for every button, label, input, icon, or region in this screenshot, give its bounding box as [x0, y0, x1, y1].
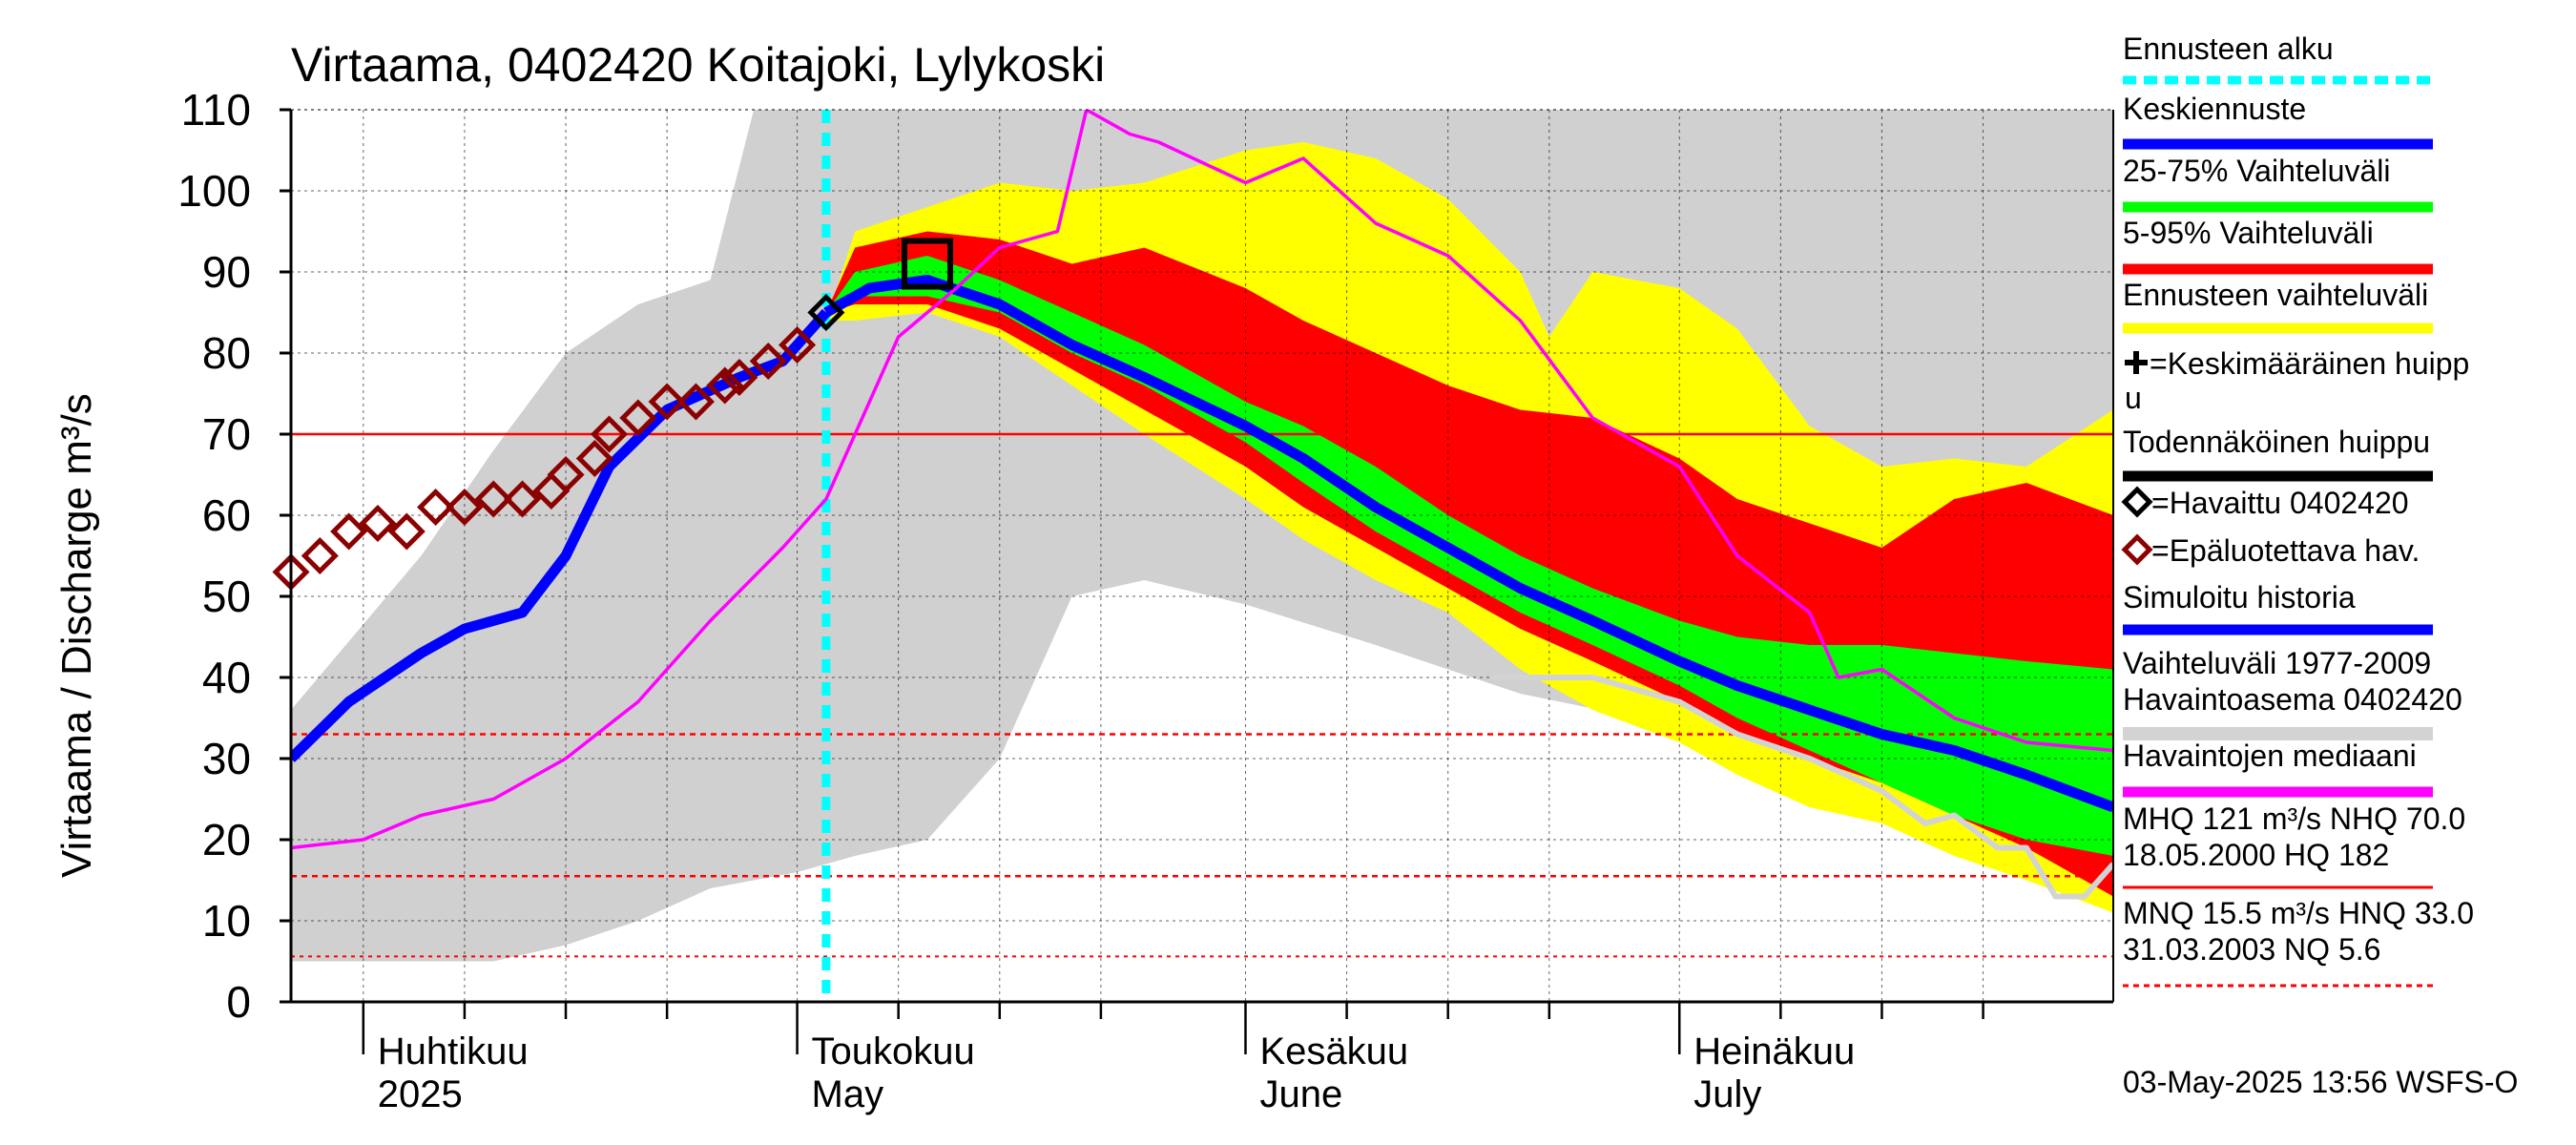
series-line — [291, 110, 2113, 850]
legend-label-line2: 31.03.2003 NQ 5.6 — [2123, 932, 2380, 967]
legend-label: =Epäluotettava hav. — [2151, 533, 2420, 568]
diamond-marker — [301, 536, 339, 575]
series-line — [1491, 675, 2113, 900]
month-label-fi: Heinäkuu — [1693, 1030, 1855, 1072]
legend-label: Keskiennuste — [2123, 92, 2306, 126]
diamond-marker — [807, 293, 845, 332]
y-axis-label: Virtaama / Discharge m³/s — [53, 393, 100, 878]
month-label-en: 2025 — [378, 1073, 463, 1115]
diamond-marker — [590, 415, 629, 453]
y-tick-label: 10 — [202, 896, 251, 946]
chart-title: Virtaama, 0402420 Koitajoki, Lylykoski — [291, 38, 1105, 92]
y-tick-label: 0 — [226, 977, 251, 1027]
y-tick-label: 90 — [202, 247, 251, 297]
legend-label: Ennusteen alku — [2123, 31, 2334, 66]
y-tick-label: 60 — [202, 490, 251, 540]
diamond-marker — [749, 342, 787, 381]
legend-label: 5-95% Vaihteluväli — [2123, 216, 2374, 250]
legend-label: =Havaittu 0402420 — [2151, 486, 2409, 520]
y-tick-label: 50 — [202, 572, 251, 621]
y-tick-label: 80 — [202, 328, 251, 378]
diamond-marker — [706, 366, 744, 405]
diamond-marker — [330, 512, 368, 551]
legend-label-line2: Havaintoasema 0402420 — [2123, 682, 2462, 717]
diamond-marker — [619, 399, 657, 437]
diamond-marker — [575, 439, 613, 478]
diamond-marker — [474, 480, 512, 518]
diamond-marker — [387, 512, 426, 551]
series-line — [291, 308, 831, 762]
diamond-marker — [779, 325, 817, 364]
legend-label-line2: 18.05.2000 HQ 182 — [2123, 838, 2389, 872]
y-tick-label: 100 — [177, 166, 251, 216]
legend-label: MNQ 15.5 m³/s HNQ 33.0 — [2123, 896, 2474, 930]
month-label-en: May — [812, 1073, 884, 1115]
legend-label: Ennusteen vaihteluväli — [2123, 278, 2428, 312]
diamond-marker — [648, 383, 686, 421]
series-lines — [291, 110, 2113, 1002]
diamond-marker — [720, 358, 758, 397]
legend-label: 25-75% Vaihteluväli — [2123, 154, 2390, 188]
y-tick-label: 110 — [181, 85, 251, 135]
y-tick-label: 40 — [202, 653, 251, 702]
month-label-en: July — [1693, 1073, 1761, 1115]
peak-box-marker — [901, 238, 953, 290]
diamond-marker — [676, 383, 715, 421]
diamond-marker — [504, 480, 542, 518]
y-tick-label: 30 — [202, 734, 251, 783]
legend-label: Todennäköinen huippu — [2123, 425, 2430, 459]
diamond-marker — [547, 455, 585, 494]
footer-timestamp: 03-May-2025 13:56 WSFS-O — [2123, 1065, 2518, 1099]
series-markers — [272, 238, 953, 592]
legend-label-line2: u — [2125, 381, 2142, 415]
legend-label: =Keskimääräinen huipp — [2150, 346, 2469, 381]
month-label-fi: Huhtikuu — [378, 1030, 529, 1072]
month-label-fi: Kesäkuu — [1259, 1030, 1408, 1072]
diamond-icon — [2121, 486, 2153, 518]
legend-label: Havaintojen mediaani — [2123, 739, 2417, 773]
y-tick-label: 70 — [202, 409, 251, 459]
legend-label: Vaihteluväli 1977-2009 — [2123, 646, 2431, 680]
month-label-en: June — [1259, 1073, 1342, 1115]
diamond-icon — [2121, 533, 2153, 566]
month-label-fi: Toukokuu — [812, 1030, 975, 1072]
legend-label: Simuloitu historia — [2123, 580, 2356, 614]
legend: Ennusteen alku Keskiennuste 25-75% Vaihtel… — [2121, 31, 2474, 988]
diamond-marker — [359, 504, 397, 543]
y-tick-label: 20 — [202, 815, 251, 864]
series-line — [823, 275, 2113, 813]
legend-label: MHQ 121 m³/s NHQ 70.0 — [2123, 802, 2465, 836]
forecast-bands — [291, 110, 2113, 962]
diamond-marker — [417, 488, 455, 527]
diamond-marker — [446, 488, 484, 527]
